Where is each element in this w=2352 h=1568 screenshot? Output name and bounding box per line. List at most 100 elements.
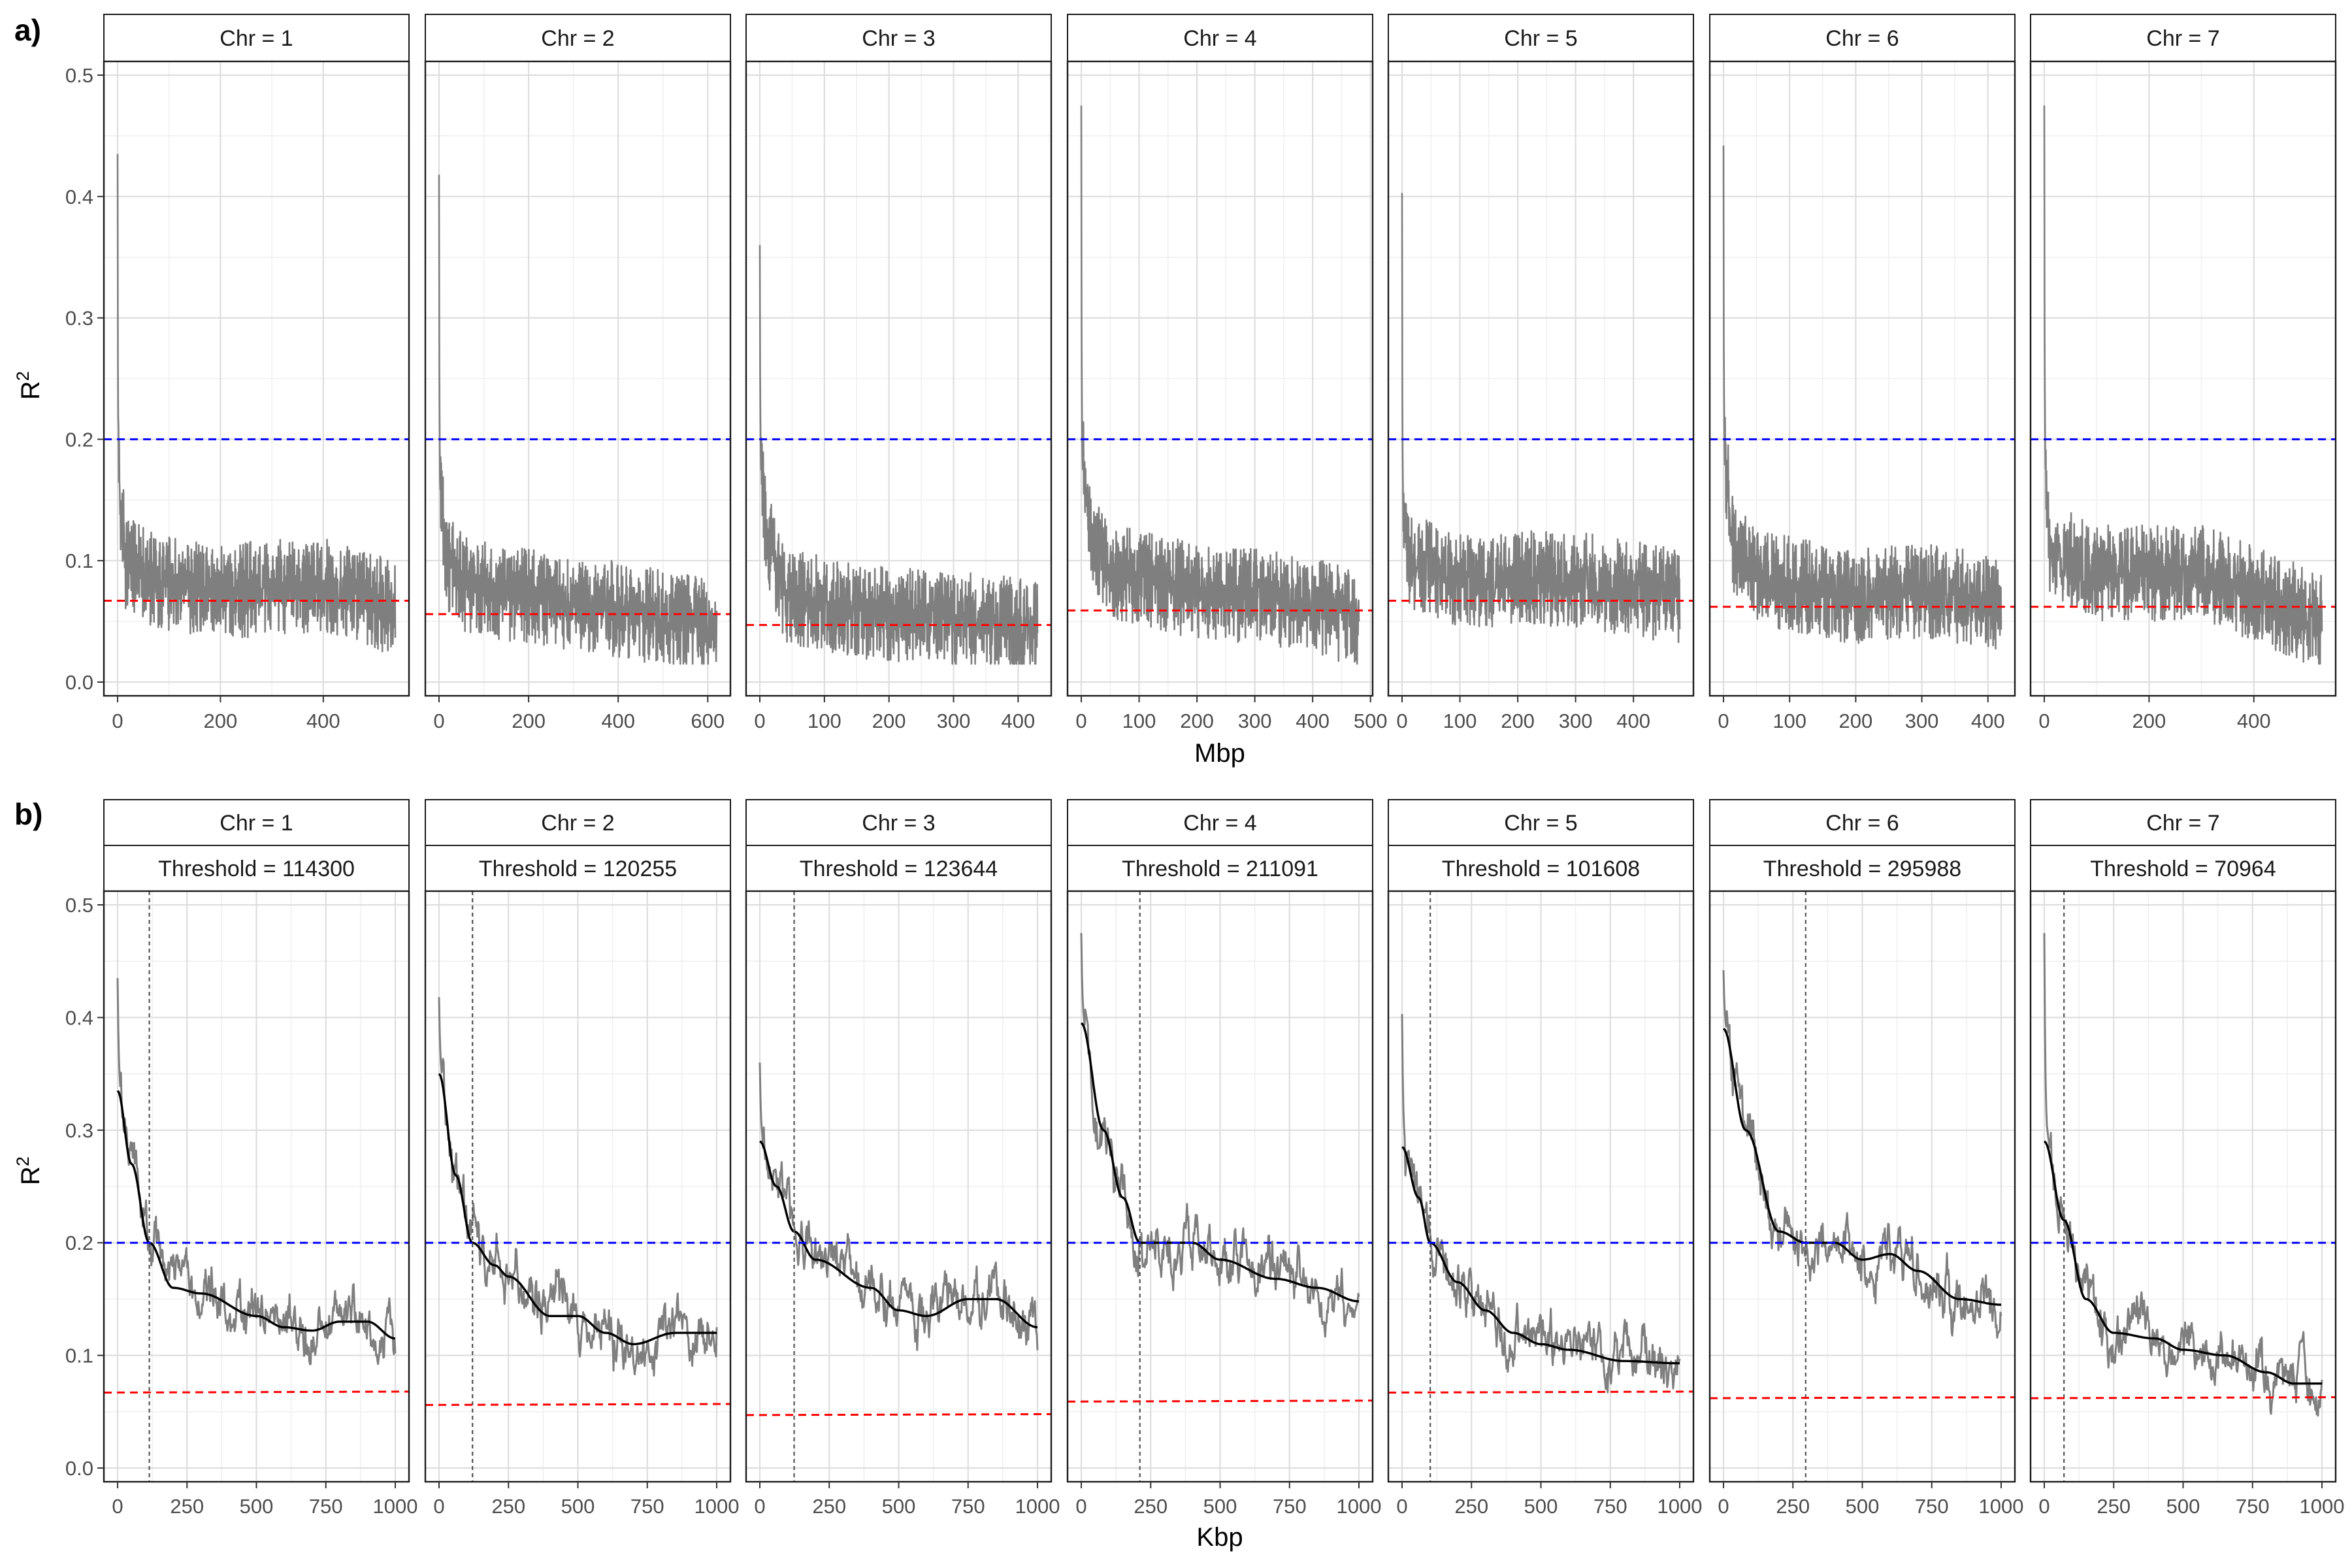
x-tick-label: 500 [2166,1495,2200,1518]
x-tick-label: 300 [1238,710,1272,732]
smooth-fit-line [1723,1028,2001,1306]
x-tick-label: 500 [1846,1495,1880,1518]
r2-trace-line [116,978,397,1365]
x-tick-label: 0 [112,710,123,732]
x-tick-label: 250 [2097,1495,2131,1518]
facet-strip-box [1388,845,1694,892]
x-tick-label: 1000 [1337,1495,1382,1518]
facet-strip-label: Chr = 1 [220,811,293,836]
x-tick-label: 1000 [2300,1495,2345,1518]
facet-strip-box [745,14,1052,62]
x-tick-label: 400 [1616,710,1650,732]
x-tick-label: 400 [306,710,340,732]
facet-strip-label: Chr = 4 [1183,26,1256,51]
red-reference-line [2030,1396,2336,1399]
smooth-fit-line [2044,1140,2322,1385]
facet-strip-label: Chr = 3 [862,26,935,51]
x-tick-label: 0 [2038,1495,2050,1518]
x-tick-label: 0 [2038,710,2050,732]
facet-chr-6: Chr = 6 Threshold = 295988 0 250 500 750 1000 [1708,799,2023,1518]
red-reference-line [1067,1399,1373,1403]
x-tick-label: 750 [1915,1495,1949,1518]
facet-strip-label: Chr = 4 [1183,811,1256,836]
x-tick-label: 400 [1001,710,1035,732]
r2-trace-line [2043,105,2323,665]
y-tick-label: 0.4 [65,186,93,208]
x-tick-label: 750 [1593,1495,1627,1518]
x-tick-label: 750 [2236,1495,2270,1518]
panel-b-facets: Chr = 1 Threshold = 114300 0 250 500 750 1000 0… [65,799,2345,1518]
facet-strip-label: Chr = 6 [1825,26,1899,51]
smooth-fit-line [116,1090,396,1340]
facet-threshold-label: Threshold = 114300 [158,857,355,881]
x-tick-label: 300 [1559,710,1593,732]
facet-chr-4: Chr = 4 Threshold = 211091 0 250 500 750 1000 [1066,799,1382,1518]
facet-strip-label: Chr = 2 [541,811,614,836]
plot-border [1387,60,1695,697]
facet-threshold-label: Threshold = 211091 [1122,857,1318,881]
x-tick-label: 400 [1296,710,1330,732]
x-tick-label: 100 [808,710,841,732]
x-tick-label: 0 [433,710,444,732]
x-tick-label: 100 [1772,710,1806,732]
plot-border [103,60,410,697]
facet-chr-1: Chr = 1 Threshold = 114300 0 250 500 750 1000 0… [65,799,418,1518]
facet-chr-5: Chr = 5 0 100 200 300 400 [1387,14,1695,732]
y-tick-label: 0.5 [65,64,93,87]
x-tick-label: 250 [812,1495,846,1518]
y-tick-label: 0.3 [65,307,93,330]
y-tick-label: 0.4 [65,1006,93,1029]
red-reference-line [1709,1396,2016,1399]
smooth-fit-line [1080,1022,1359,1303]
x-tick-label: 1000 [1658,1495,1703,1518]
plot-border [1066,60,1374,697]
x-tick-label: 250 [1454,1495,1488,1518]
facet-chr-3: Chr = 3 Threshold = 123644 0 250 500 750 1000 [745,799,1060,1518]
y-tick-label: 0.0 [65,1457,93,1480]
facet-chr-7: Chr = 7 Threshold = 70964 0 250 500 750 1000 [2029,799,2345,1518]
x-tick-label: 0 [1396,1495,1407,1518]
facet-strip-box [2030,14,2336,62]
x-tick-label: 0 [1718,1495,1729,1518]
x-tick-label: 500 [1203,1495,1237,1518]
panel-a-x-axis-title: Mbp [1194,739,1245,768]
smooth-fit-line [438,1073,717,1346]
facet-strip-box [745,799,1052,846]
red-reference-line [425,1403,731,1406]
y-tick-label: 0.2 [65,1232,93,1254]
facet-threshold-label: Threshold = 70964 [2090,857,2276,881]
x-tick-label: 400 [601,710,635,732]
x-tick-label: 1000 [373,1495,418,1518]
panel-b-x-axis-title: Kbp [1196,1523,1243,1552]
facet-chr-1: Chr = 1 0 200 400 0.0 0.1 0.2 0.3 0.4 0.5 [65,14,410,732]
panel-a-label: a) [14,13,41,47]
r2-trace-line [1722,970,2002,1339]
red-reference-line [103,1390,410,1394]
x-tick-label: 500 [240,1495,274,1518]
x-tick-label: 0 [1396,710,1407,732]
y-tick-label: 0.0 [65,671,93,694]
r2-trace-line [2043,933,2323,1417]
facet-strip-box [103,845,410,892]
r2-trace-line [1722,145,2002,650]
red-reference-line [745,1413,1052,1416]
x-tick-label: 200 [512,710,546,732]
x-tick-label: 250 [491,1495,525,1518]
facet-strip-box [1067,799,1373,846]
y-tick-label: 0.5 [65,894,93,917]
facet-strip-label: Chr = 7 [2146,26,2219,51]
panel-b-y-title-sup: 2 [13,1156,33,1166]
x-tick-label: 0 [1718,710,1729,732]
facet-strip-box [1709,14,2016,62]
x-tick-label: 500 [882,1495,916,1518]
x-tick-label: 0 [754,1495,765,1518]
facet-strip-box [1067,14,1373,62]
plot-border [424,60,732,697]
facet-strip-label: Chr = 5 [1504,26,1577,51]
y-tick-label: 0.1 [65,1345,93,1367]
x-tick-label: 100 [1122,710,1156,732]
x-tick-label: 1000 [1015,1495,1060,1518]
x-tick-label: 1000 [694,1495,740,1518]
